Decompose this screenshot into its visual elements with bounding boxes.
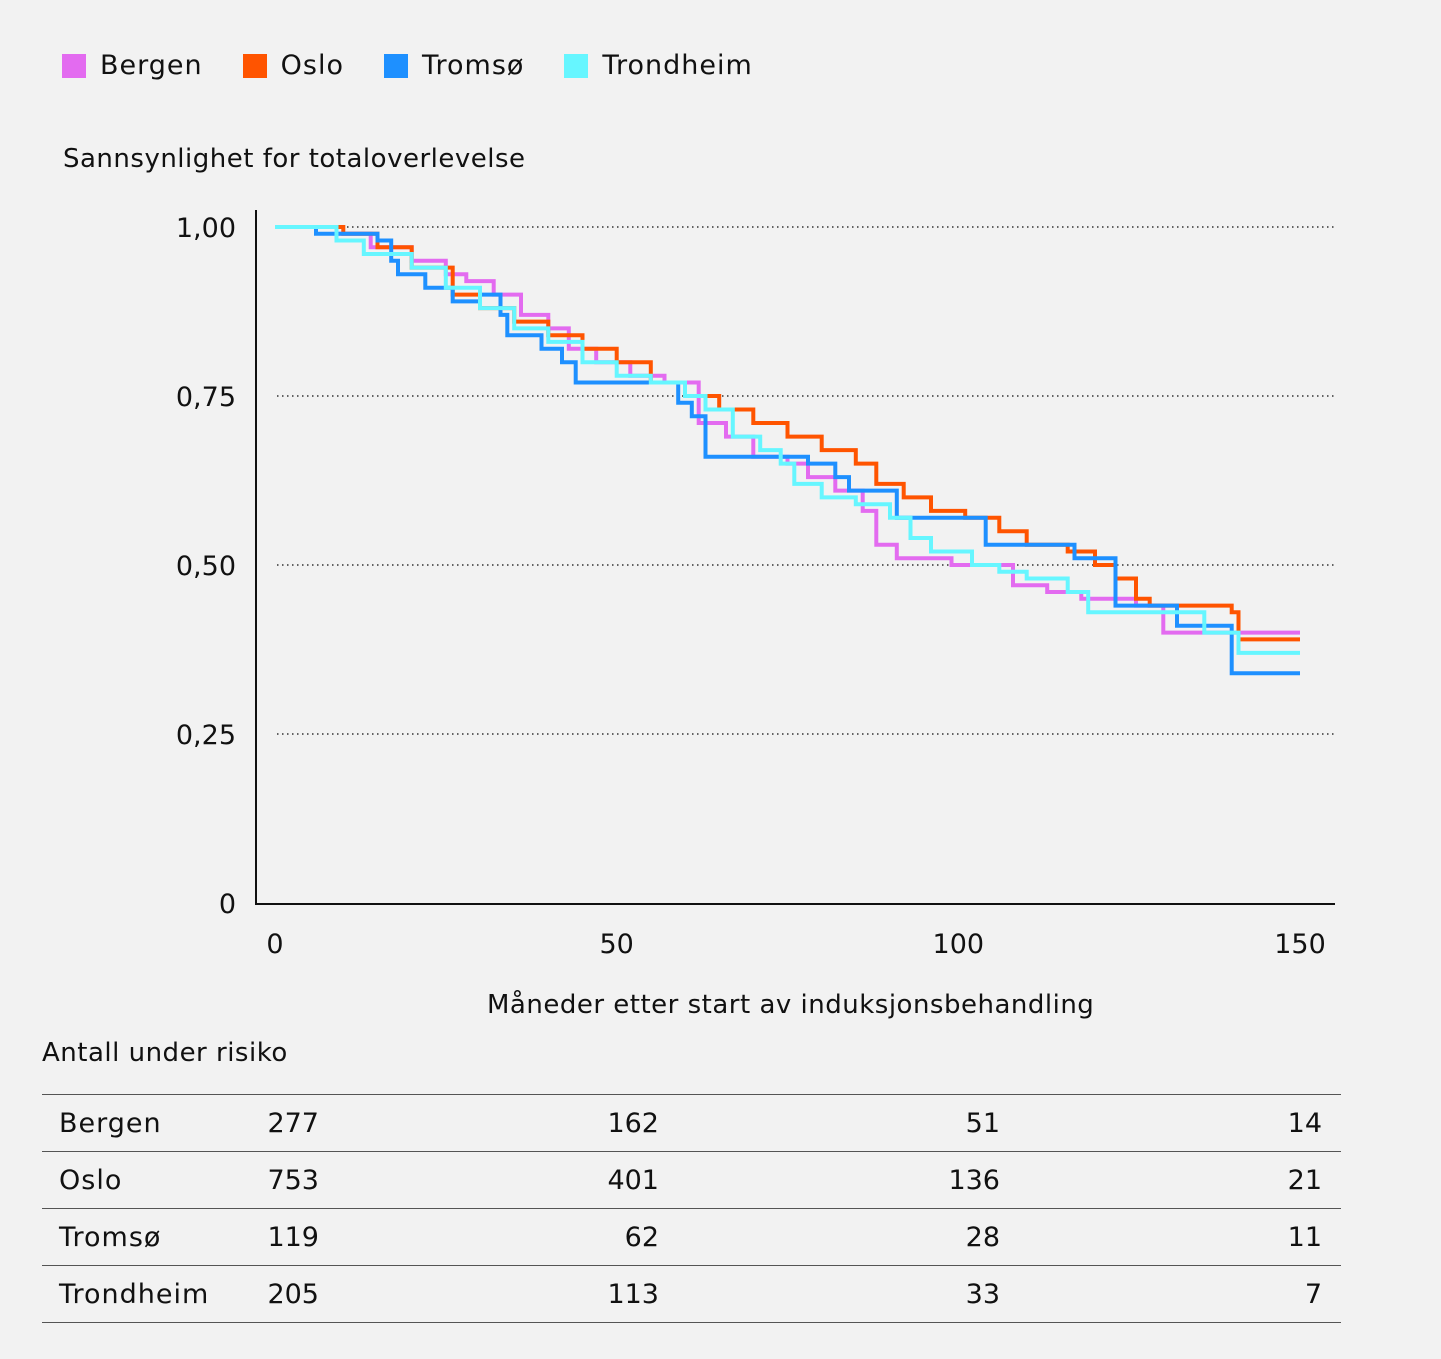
x-tick-label: 0: [266, 929, 283, 960]
chart-legend: Bergen Oslo Tromsø Trondheim: [62, 50, 793, 81]
legend-swatch-bergen: [62, 53, 86, 78]
risk-row-name: Tromsø: [42, 1208, 239, 1266]
legend-swatch-tromso: [383, 53, 408, 78]
risk-cell: 401: [319, 1151, 659, 1209]
risk-cell: 113: [319, 1265, 659, 1323]
x-tick-label: 150: [1274, 929, 1326, 960]
risk-row-name: Oslo: [42, 1151, 239, 1209]
legend-swatch-trondheim: [564, 53, 589, 78]
table-row: Trondheim 205 113 33 7: [42, 1265, 1341, 1323]
series-line-bergen: [275, 225, 1300, 635]
risk-cell: 62: [319, 1208, 659, 1266]
risk-cell: 28: [659, 1208, 1000, 1266]
table-row: Bergen 277 162 51 14: [42, 1094, 1341, 1152]
legend-label-bergen: Bergen: [100, 50, 203, 81]
y-tick-label: 0,75: [176, 382, 236, 413]
legend-item-oslo: Oslo: [242, 50, 344, 81]
y-axis-title: Sannsynlighet for totaloverlevelse: [63, 144, 526, 174]
legend-label-oslo: Oslo: [280, 50, 344, 81]
risk-table-title: Antall under risiko: [42, 1038, 288, 1068]
y-tick-label: 0,25: [176, 720, 236, 751]
risk-cell: 7: [1000, 1265, 1341, 1323]
legend-item-trondheim: Trondheim: [564, 50, 752, 81]
risk-cell: 162: [319, 1094, 659, 1152]
risk-cell: 14: [1000, 1094, 1341, 1152]
risk-cell: 277: [239, 1094, 319, 1152]
risk-row-name: Bergen: [42, 1094, 239, 1152]
table-row: Tromsø 119 62 28 11: [42, 1208, 1341, 1266]
y-tick-label: 1,00: [176, 213, 236, 244]
legend-label-tromso: Tromsø: [421, 50, 525, 81]
risk-cell: 33: [659, 1265, 1000, 1323]
series-line-trondheim: [275, 225, 1300, 655]
legend-label-trondheim: Trondheim: [602, 50, 753, 81]
y-tick-label: 0,50: [176, 551, 236, 582]
risk-cell: 119: [239, 1208, 319, 1266]
risk-cell: 205: [239, 1265, 319, 1323]
y-tick-label: 0: [219, 889, 236, 920]
risk-cell: 21: [1000, 1151, 1341, 1209]
risk-cell: 11: [1000, 1208, 1341, 1266]
survival-chart: 0 0,25 0,50 0,75 1,00 0 50 100 150: [176, 210, 1335, 960]
x-tick-label: 50: [599, 929, 633, 960]
legend-swatch-oslo: [242, 53, 267, 78]
risk-row-name: Trondheim: [42, 1265, 239, 1323]
risk-cell: 753: [239, 1151, 319, 1209]
table-row: Oslo 753 401 136 21: [42, 1151, 1341, 1209]
x-axis-title: Måneder etter start av induksjonsbehandl…: [487, 990, 1095, 1020]
risk-cell: 136: [659, 1151, 1000, 1209]
risk-table: Bergen 277 162 51 14 Oslo 753 401 136 21…: [42, 1094, 1341, 1323]
risk-cell: 51: [659, 1094, 1000, 1152]
series-line-tromso: [275, 225, 1300, 676]
legend-item-tromso: Tromsø: [383, 50, 525, 81]
legend-item-bergen: Bergen: [62, 50, 203, 81]
x-tick-label: 100: [933, 929, 985, 960]
